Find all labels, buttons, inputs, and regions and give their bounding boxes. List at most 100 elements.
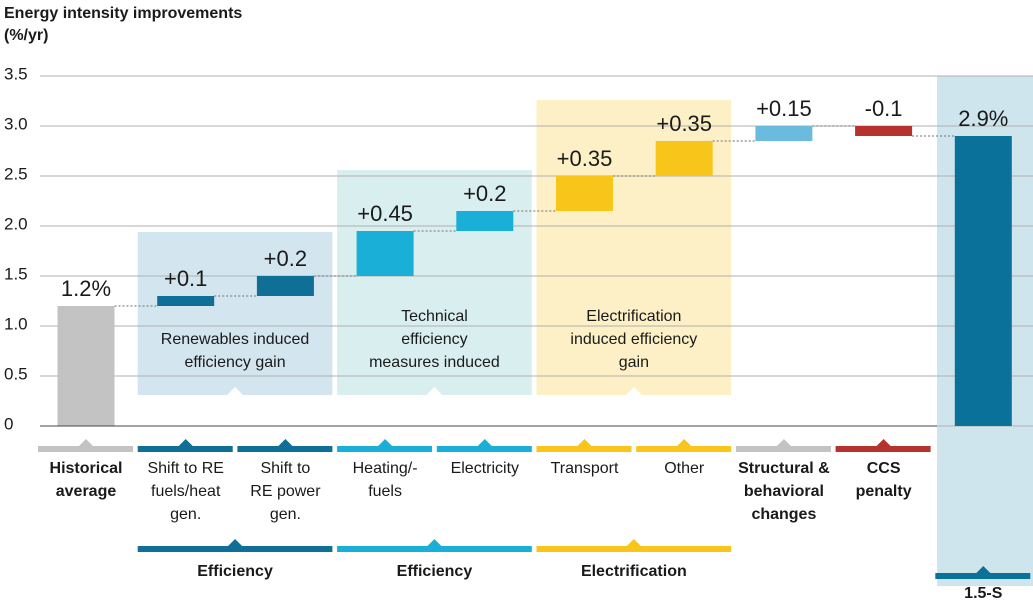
x-tick-label: Other <box>664 460 705 477</box>
y-tick-label: 2.0 <box>4 214 28 233</box>
bar <box>356 231 414 276</box>
x-tick-label-line: behavioral <box>744 483 824 500</box>
group-box <box>337 170 532 395</box>
band-notch <box>477 439 492 446</box>
bar <box>157 296 215 306</box>
category-band <box>436 446 532 452</box>
band-notch <box>178 439 193 446</box>
band-notch <box>776 439 791 446</box>
x-tick-label-line: Historical <box>50 460 123 477</box>
x-tick-label: 1.5-S <box>964 585 1003 602</box>
x-tick-label: Electricity <box>451 460 519 477</box>
box-label-line: Electrification <box>586 308 681 325</box>
x-tick-label-line: Structural & <box>738 460 830 477</box>
bar <box>456 211 514 231</box>
category-band <box>636 446 732 452</box>
group-band <box>137 546 333 552</box>
band-notch <box>278 439 293 446</box>
category-band <box>735 446 831 452</box>
box-label-line: efficiency gain <box>184 354 285 371</box>
box-notch <box>426 387 443 395</box>
band-notch <box>677 439 692 446</box>
x-tick-label-line: changes <box>751 506 816 523</box>
value-label: +0.2 <box>264 246 307 271</box>
category-band <box>38 446 133 452</box>
group-notch <box>228 539 243 546</box>
category-band <box>835 446 931 452</box>
box-label-line: gain <box>619 354 649 371</box>
group-label: Efficiency <box>197 563 273 580</box>
x-tick-label: Shift to RE fuels/heat gen. <box>147 460 223 523</box>
value-label: -0.1 <box>865 96 903 121</box>
category-band <box>337 446 433 452</box>
box-label-line: Renewables induced <box>161 331 310 348</box>
band-notch <box>976 566 991 573</box>
x-tick-label-line: Heating/- <box>353 460 418 477</box>
value-label: +0.1 <box>164 266 207 291</box>
box-notch <box>227 387 244 395</box>
group-label: Electrification <box>581 563 687 580</box>
x-tick-label: CCS penalty <box>856 460 912 500</box>
group-band <box>536 546 732 552</box>
y-tick-label: 0.5 <box>4 364 28 383</box>
x-tick-label: Historical average <box>50 460 123 500</box>
value-label: +0.2 <box>463 181 506 206</box>
group-notch <box>626 539 641 546</box>
group-band <box>337 546 532 552</box>
x-tick-label-line: Transport <box>551 460 619 477</box>
band-notch <box>577 439 592 446</box>
box-label-line: efficiency <box>401 331 467 348</box>
y-tick-label: 3.5 <box>4 64 28 83</box>
x-tick-label: Structural & behavioral changes <box>738 460 830 523</box>
x-tick-label: Heating/- fuels <box>353 460 418 500</box>
y-axis-label: Energy intensity improvements (%/yr) <box>4 5 242 44</box>
box-label-line: measures induced <box>369 354 500 371</box>
x-tick-label-line: Other <box>664 460 705 477</box>
y-tick-label: 1.0 <box>4 314 28 333</box>
category-band <box>137 446 233 452</box>
bar <box>256 276 314 296</box>
y-tick-label: 3.0 <box>4 114 28 133</box>
band-notch <box>79 439 93 446</box>
value-label: +0.45 <box>357 201 413 226</box>
value-label: 2.9% <box>958 106 1008 131</box>
x-tick-label-line: RE power <box>250 483 321 500</box>
x-tick-label-line: Shift to RE <box>147 460 223 477</box>
x-tick-label-line: penalty <box>856 483 912 500</box>
x-tick-label-line: fuels/heat <box>151 483 221 500</box>
bar <box>57 306 115 426</box>
bar <box>954 136 1012 426</box>
value-label: +0.15 <box>756 96 812 121</box>
x-tick-label-line: 1.5-S <box>964 585 1003 602</box>
bar <box>755 126 813 141</box>
x-tick-label: Shift to RE power gen. <box>250 460 321 523</box>
x-tick-label: Transport <box>551 460 619 477</box>
x-tick-label-line: Electricity <box>451 460 519 477</box>
box-label-line: Technical <box>401 308 468 325</box>
bar <box>655 141 713 176</box>
x-tick-label-line: average <box>56 483 117 500</box>
box-label: Electrification induced efficiency gain <box>570 308 697 371</box>
y-tick-label: 1.5 <box>4 264 28 283</box>
bar <box>855 126 913 136</box>
x-tick-label-line: gen. <box>170 506 201 523</box>
x-tick-label-line: CCS <box>867 460 901 477</box>
group-label: Efficiency <box>397 563 473 580</box>
value-label: +0.35 <box>557 146 613 171</box>
category-band <box>237 446 333 452</box>
box-label: Technical efficiency measures induced <box>369 308 500 371</box>
band-notch <box>378 439 393 446</box>
y-tick-label: 0 <box>4 414 13 433</box>
group-box <box>137 232 333 395</box>
x-tick-label-line: fuels <box>368 483 402 500</box>
bar <box>556 176 613 211</box>
box-label: Renewables induced efficiency gain <box>161 331 310 371</box>
x-tick-label-line: Shift to <box>260 460 310 477</box>
value-label: 1.2% <box>61 276 111 301</box>
box-label-line: induced efficiency <box>570 331 697 348</box>
category-band <box>935 573 1031 579</box>
box-notch <box>625 387 642 395</box>
x-tick-label-line: gen. <box>270 506 301 523</box>
y-tick-label: 2.5 <box>4 164 28 183</box>
